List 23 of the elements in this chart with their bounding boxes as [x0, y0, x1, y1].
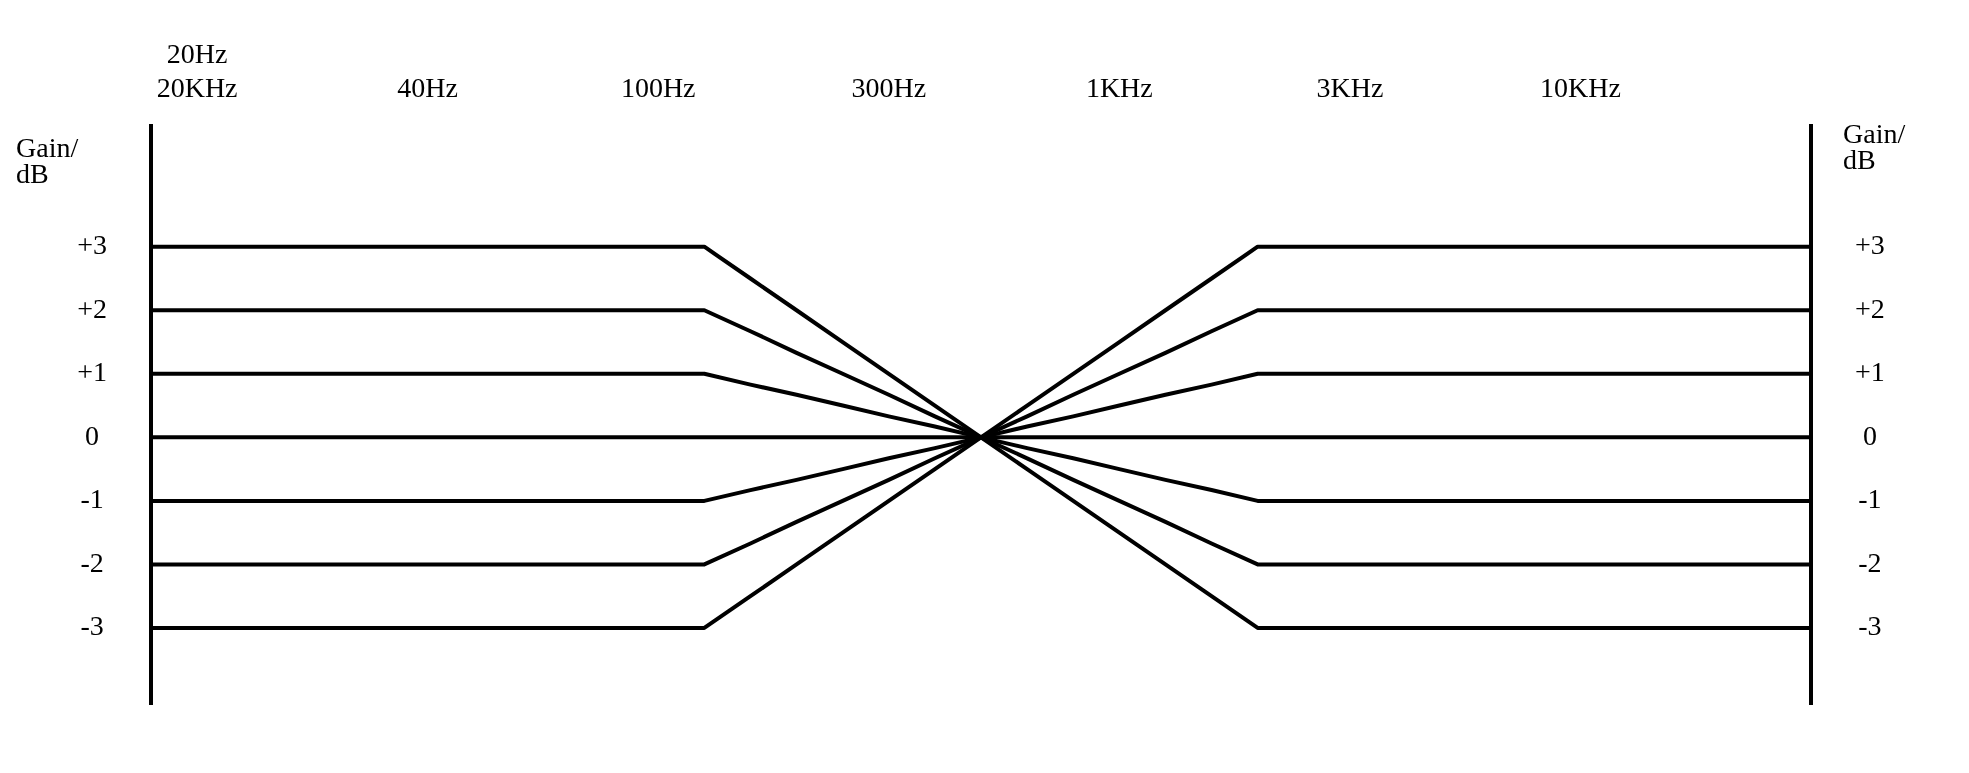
x-tick-label: 1KHz — [1085, 71, 1153, 103]
y-tick-label: +2 — [77, 292, 107, 324]
y2-tick-label: 0 — [1862, 419, 1877, 451]
x-tick-label: 3KHz — [1316, 71, 1384, 103]
y-tick-label: +1 — [77, 356, 107, 388]
y2-axis-title: Gain/ dB — [1843, 117, 1906, 175]
y-tick-label: -1 — [80, 483, 104, 515]
y2-tick-label: -3 — [1858, 610, 1882, 642]
x-tick-label: 20Hz 20KHz — [156, 37, 238, 103]
y2-tick-label: +2 — [1855, 292, 1885, 324]
y-tick-label: +3 — [77, 229, 107, 261]
x-tick-label: 10KHz — [1540, 71, 1621, 103]
x-tick-label: 300Hz — [851, 71, 927, 103]
y2-tick-label: +1 — [1855, 356, 1885, 388]
y-axis-title: Gain/ dB — [16, 131, 79, 189]
x-tick-label: 40Hz — [397, 71, 458, 103]
x-tick-label: 100Hz — [620, 71, 696, 103]
y2-tick-label: +3 — [1855, 229, 1885, 261]
y-tick-label: -3 — [80, 610, 104, 642]
y2-tick-label: -1 — [1858, 483, 1882, 515]
y2-tick-label: -2 — [1858, 546, 1882, 578]
y-tick-label: 0 — [85, 419, 100, 451]
y-tick-label: -2 — [80, 546, 104, 578]
